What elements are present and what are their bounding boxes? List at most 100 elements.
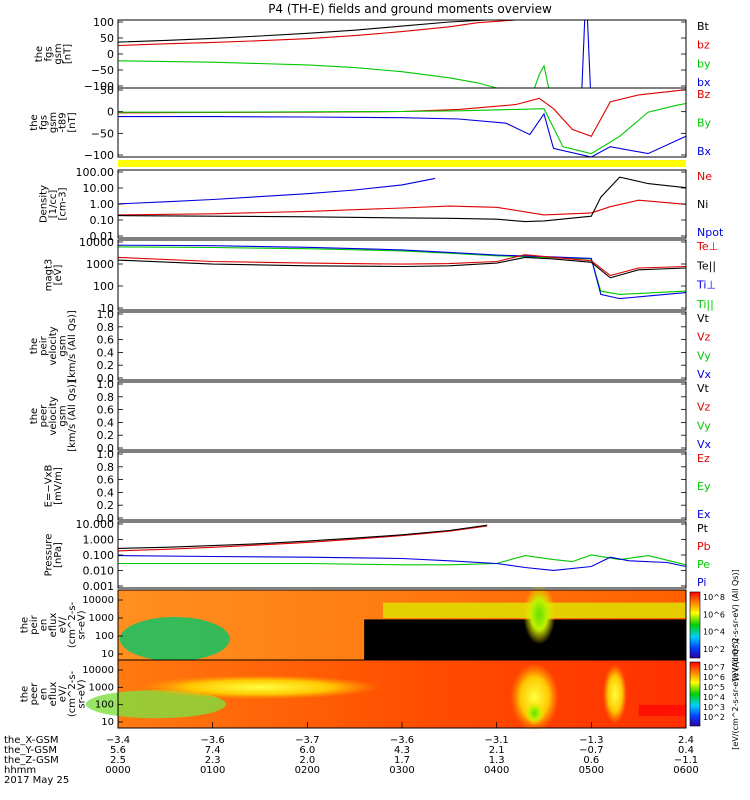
legend-entry: by [697,57,711,70]
legend-entry: Pb [697,540,711,553]
series-line [117,19,488,43]
series-line [117,254,687,277]
series-line [118,102,687,155]
y-tick-label: 0.010 [83,565,115,578]
legend-entry: Ti|| [696,298,714,311]
panel-frame [117,451,687,521]
y-tick-label: 1000 [89,613,114,624]
y-axis-label-line: [nT] [67,112,78,132]
series-line [581,19,591,89]
legend-entry: bx [697,76,711,89]
panel-frame [117,381,687,451]
y-axis-label-line: the [20,617,31,633]
y-axis-label-line: the [29,408,40,424]
y-tick-label: 0.4 [97,346,115,359]
y-tick-label: 100.00 [76,166,115,179]
y-tick-label: 0.0 [97,372,115,385]
y-axis-label-line: (cm^2-s- [67,670,78,717]
series-line [117,555,687,571]
y-tick-label: 0.8 [97,391,115,404]
y-axis-label-line: fgs [43,46,54,61]
x-tick-label: −1.1 [674,755,698,766]
heatmap-yellow-blob-2 [603,664,627,724]
legend-entry: Ez [697,452,710,465]
x-tick-label: −3.6 [390,735,414,746]
panel-frame [117,311,687,381]
y-axis-label-line: sr-eV) [77,610,88,639]
y-tick-label: 1000 [86,258,114,271]
x-tick-label: 0.4 [678,745,694,756]
legend-entry: Ex [697,508,711,521]
x-axis-row-label: 2017 May 25 [4,775,69,786]
y-axis-label-line: Density [39,185,50,223]
y-axis-label-line: [km/s (All Qs)] [67,310,78,382]
y-axis-label-line: E=−VxB [43,465,54,508]
x-tick-label: 1.3 [489,755,505,766]
x-tick-label: 4.3 [394,745,410,756]
y-axis-label-line: eflux [48,682,59,707]
x-tick-label: −3.4 [106,735,130,746]
series-line [118,554,687,566]
y-tick-label: 0.100 [83,549,115,562]
y-axis-label-line: en [39,619,50,632]
x-tick-label: 0.6 [583,755,599,766]
legend-entry: Pt [697,522,709,535]
y-axis-label: Pressure[nPa] [43,534,64,577]
colorbar-tick-label: 10^5 [703,683,725,692]
x-tick-label: −3.6 [201,735,225,746]
y-tick-label: 100 [93,280,114,293]
heatmap-yellow-blob [510,663,559,732]
legend-entry: Vz [697,331,711,344]
y-tick-label: 0 [107,48,114,61]
x-tick-label: 1.7 [394,755,410,766]
legend-entry: Npot [697,226,724,239]
y-tick-label: 1.000 [83,534,115,547]
y-axis-label-line: en [39,688,50,701]
series-line [117,89,687,137]
y-axis-label-line: gsm [53,43,64,64]
y-tick-label: −50 [91,64,114,77]
x-axis-row-label: hhmm [4,765,36,776]
heatmap-green-region [85,690,226,719]
y-axis-label-line: velocity [48,396,59,435]
y-tick-label: −100 [84,80,114,93]
legend-entry: Te⊥ [696,240,718,253]
y-tick-label: 50 [100,84,114,97]
panel-frame [117,521,687,589]
heatmap-green-region [119,617,230,661]
y-tick-label: 10000 [82,665,114,676]
colorbar-tick-label: 10^2 [703,645,725,654]
figure-title: P4 (TH-E) fields and ground moments over… [268,2,552,16]
y-tick-label: 100 [93,16,114,29]
x-tick-label: 2.5 [110,755,126,766]
y-axis-label-line: fgs [39,115,50,130]
legend-entry: Te|| [696,259,716,272]
legend-entry: By [697,117,712,130]
y-axis-label-line: [km/s (All Qs)] [67,380,78,452]
legend-entry: Vx [697,368,712,381]
y-tick-label: 0.0 [97,442,115,455]
series-line [117,524,488,549]
panel-e_field: 1.00.80.60.40.20.0 Ez Ey Ex E=−VxB[mV/m] [43,448,711,525]
panel-density: 100.00 10.00 1.00 0.10 0.01 Ne Ni Npot Density[1… [39,166,724,243]
colorbar-tick-label: 10^6 [703,610,725,619]
y-axis-label-line: the [34,46,45,62]
panel-peer_eflux: 10^710^610^510^410^310^2 [eV/(cm^2-s-sr-e… [20,638,741,749]
y-tick-label: 0.6 [97,404,115,417]
y-tick-label: 50 [100,32,114,45]
colorbar-tick-label: 10^3 [703,703,725,712]
x-tick-label: −1.3 [579,735,603,746]
panel-frame [117,169,687,239]
y-axis-label-line: [1/cc] [48,190,59,219]
y-tick-label: 0.001 [83,580,115,593]
legend-entry: Bz [697,88,711,101]
panel-frame [117,239,687,311]
series-line [117,256,687,279]
x-tick-label: 0000 [105,765,130,776]
x-tick-label: 2.1 [489,745,505,756]
y-tick-label: 0.4 [97,416,115,429]
y-axis-label-line: peir [29,614,40,634]
colorbar-tick-label: 10^2 [703,713,725,722]
